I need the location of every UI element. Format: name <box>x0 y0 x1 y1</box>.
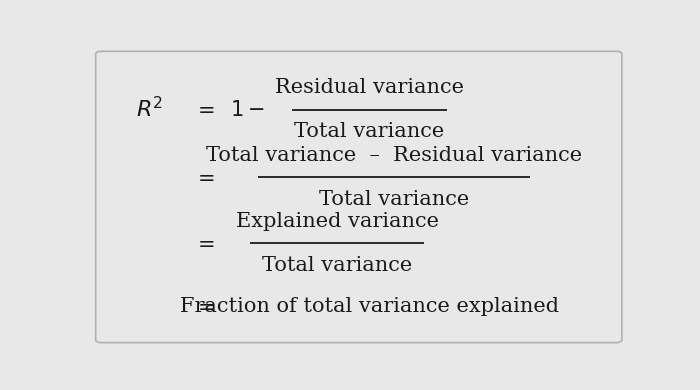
Text: Total variance: Total variance <box>262 256 412 275</box>
Text: $=$: $=$ <box>193 297 215 316</box>
Text: $1-$: $1-$ <box>230 100 265 120</box>
Text: $=$: $=$ <box>193 100 215 119</box>
Text: Fraction of total variance explained: Fraction of total variance explained <box>180 297 559 316</box>
Text: Total variance: Total variance <box>295 122 444 142</box>
Text: Total variance  –  Residual variance: Total variance – Residual variance <box>206 146 582 165</box>
Text: Residual variance: Residual variance <box>275 78 464 97</box>
Text: Total variance: Total variance <box>319 190 469 209</box>
Text: Explained variance: Explained variance <box>235 212 438 231</box>
Text: $R^2$: $R^2$ <box>136 97 164 122</box>
FancyBboxPatch shape <box>96 51 622 342</box>
Text: $=$: $=$ <box>193 168 215 187</box>
Text: $=$: $=$ <box>193 234 215 253</box>
